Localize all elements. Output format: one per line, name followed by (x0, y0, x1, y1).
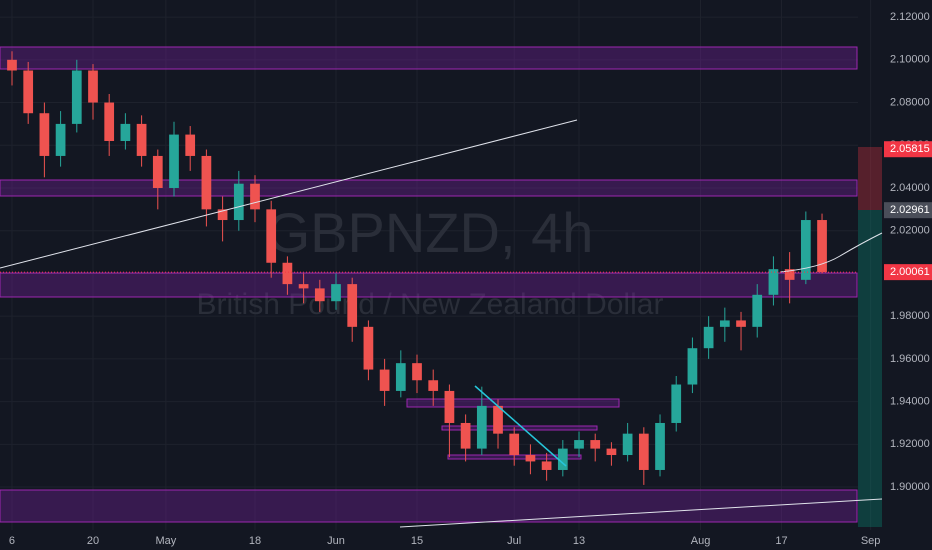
candle-body (250, 183, 260, 210)
candle-body (557, 448, 568, 470)
candle-body (71, 70, 82, 124)
candle-body (379, 369, 390, 391)
trend-line (474, 385, 567, 467)
x-tick-label: Sep (861, 535, 881, 547)
y-tick-label: 1.94000 (890, 396, 930, 408)
candle-body (363, 326, 374, 370)
trend-line (0, 119, 578, 269)
candle-body (460, 422, 471, 449)
y-tick-label: 2.10000 (890, 54, 930, 66)
y-tick-label: 2.12000 (890, 11, 930, 23)
axes: 1.90000 1.92000 1.94000 1.96000 1.98000 2.000… (0, 11, 932, 547)
candle-body (217, 209, 228, 221)
candle-body (671, 384, 682, 423)
candle-body (120, 123, 131, 141)
candle-body (428, 380, 439, 391)
candle-body (719, 320, 730, 327)
y-tick-label: 2.08000 (890, 96, 930, 108)
candle-body (784, 269, 795, 280)
candle-body (687, 348, 698, 385)
price-marker-label: 2.05815 (890, 143, 930, 155)
candle-body (55, 123, 66, 156)
candle-body (622, 433, 633, 456)
candle-body (768, 269, 779, 295)
candle-body (88, 70, 98, 103)
zone (0, 179, 858, 197)
price-marker-label: 2.02961 (890, 204, 930, 216)
candle-body (233, 183, 244, 221)
candle-body (736, 320, 746, 327)
candles (7, 51, 827, 485)
candle-body (525, 455, 536, 462)
x-tick-label: 6 (9, 535, 15, 547)
candle-body (703, 326, 714, 349)
candle-body (817, 220, 827, 273)
candle-body (493, 405, 503, 434)
candle-body (298, 284, 309, 289)
candle-body (574, 440, 584, 449)
candle-body (152, 155, 163, 188)
price-marker-label: 2.00061 (890, 266, 930, 278)
x-tick-label: May (156, 535, 177, 547)
target-area (858, 210, 882, 527)
zones (0, 46, 858, 523)
y-tick-label: 2.02000 (890, 225, 930, 237)
candle-body (136, 123, 147, 156)
zone (0, 272, 858, 298)
moving-average (779, 232, 883, 273)
price-marker (884, 264, 932, 281)
y-tick-label: 1.96000 (890, 353, 930, 365)
candle-body (169, 134, 179, 188)
zone (0, 489, 858, 523)
y-tick-label: 2.04000 (890, 182, 930, 194)
candle-body (7, 59, 17, 71)
y-tick-label: 1.92000 (890, 438, 930, 450)
candle-body (509, 433, 520, 456)
candle-body (800, 220, 811, 280)
price-marker (884, 202, 932, 219)
zone (406, 398, 620, 408)
drawings (0, 119, 883, 528)
candle-body (266, 209, 277, 263)
price-marker (884, 141, 932, 158)
candle-body (590, 440, 601, 449)
y-tick-label: 1.90000 (890, 481, 930, 493)
x-tick-label: Jul (507, 535, 521, 547)
x-tick-label: 20 (87, 535, 99, 547)
trend-line (399, 498, 883, 528)
candle-body (331, 284, 341, 302)
candle-body (476, 405, 487, 449)
x-tick-label: 15 (411, 535, 423, 547)
x-tick-label: 13 (573, 535, 585, 547)
stop-area (858, 147, 882, 210)
watermark-subtitle: British Pound / New Zealand Dollar (197, 288, 664, 321)
candle-body (395, 363, 406, 391)
candle-body (444, 390, 455, 423)
candle-body (655, 422, 665, 470)
candle-body (185, 134, 196, 156)
candle-body (752, 294, 763, 327)
candle-body (541, 461, 552, 470)
candle-body (606, 448, 617, 456)
candle-body (104, 102, 115, 141)
y-tick-label: 1.98000 (890, 310, 930, 322)
candle-body (314, 288, 325, 302)
x-tick-label: 17 (775, 535, 787, 547)
x-tick-label: 18 (249, 535, 261, 547)
x-tick-label: Aug (691, 535, 711, 547)
candle-body (282, 262, 293, 285)
candle-body (201, 155, 212, 210)
watermark-title: GBPNZD, 4h (267, 201, 594, 264)
candle-body (39, 113, 50, 156)
candle-body (347, 284, 358, 327)
candle-body (23, 70, 34, 114)
candle-body (412, 363, 422, 381)
candle-body (638, 433, 649, 470)
zone (0, 46, 858, 70)
x-tick-label: Jun (327, 535, 345, 547)
